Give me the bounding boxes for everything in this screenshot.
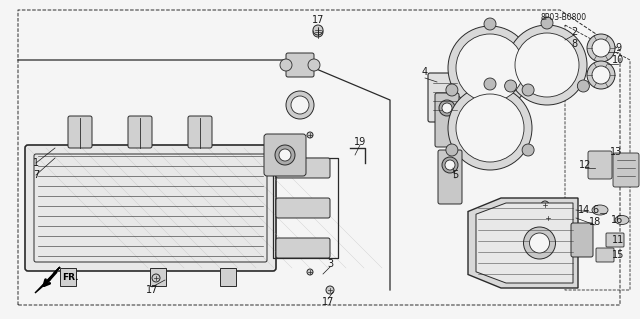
Circle shape <box>522 144 534 156</box>
FancyBboxPatch shape <box>596 248 614 262</box>
Text: 18: 18 <box>589 217 601 227</box>
Circle shape <box>504 80 516 92</box>
Text: 9: 9 <box>615 43 621 53</box>
Text: 8: 8 <box>571 39 577 49</box>
Polygon shape <box>476 203 573 283</box>
Text: 17: 17 <box>322 297 334 307</box>
Circle shape <box>551 34 559 42</box>
Circle shape <box>291 96 309 114</box>
FancyBboxPatch shape <box>438 150 462 204</box>
FancyBboxPatch shape <box>128 116 152 148</box>
Circle shape <box>587 34 615 62</box>
Bar <box>220 268 236 286</box>
Text: 8P03-B0800: 8P03-B0800 <box>541 13 587 22</box>
Text: 6: 6 <box>592 205 598 215</box>
Text: 10: 10 <box>612 55 624 65</box>
FancyBboxPatch shape <box>571 223 593 257</box>
Circle shape <box>326 286 334 294</box>
Text: 13: 13 <box>610 147 622 157</box>
Circle shape <box>275 145 295 165</box>
Ellipse shape <box>592 205 608 215</box>
Circle shape <box>313 25 323 35</box>
Circle shape <box>286 91 314 119</box>
Circle shape <box>439 100 455 116</box>
Circle shape <box>446 84 458 96</box>
Circle shape <box>541 17 553 29</box>
Circle shape <box>592 39 610 57</box>
Circle shape <box>592 66 610 84</box>
Circle shape <box>456 94 524 162</box>
Circle shape <box>442 157 458 173</box>
Polygon shape <box>35 267 60 293</box>
Circle shape <box>541 201 549 209</box>
Circle shape <box>307 269 313 275</box>
Polygon shape <box>468 198 578 288</box>
Text: 15: 15 <box>612 250 624 260</box>
Circle shape <box>448 86 532 170</box>
FancyBboxPatch shape <box>613 153 639 187</box>
FancyBboxPatch shape <box>286 53 314 77</box>
Bar <box>60 268 76 286</box>
Circle shape <box>313 27 323 37</box>
Text: 3: 3 <box>327 259 333 269</box>
FancyBboxPatch shape <box>25 145 276 271</box>
Text: 4: 4 <box>422 67 428 77</box>
Circle shape <box>515 33 579 97</box>
Circle shape <box>587 61 615 89</box>
FancyBboxPatch shape <box>188 116 212 148</box>
Text: 16: 16 <box>611 215 623 225</box>
Circle shape <box>529 233 550 253</box>
Text: 2: 2 <box>571 27 577 37</box>
Circle shape <box>442 103 452 113</box>
Circle shape <box>507 25 587 105</box>
Text: 7: 7 <box>33 170 39 180</box>
Text: 12: 12 <box>579 160 591 170</box>
Circle shape <box>545 215 551 221</box>
Bar <box>150 268 166 286</box>
FancyBboxPatch shape <box>68 116 92 148</box>
Text: 11: 11 <box>612 235 624 245</box>
Circle shape <box>280 59 292 71</box>
Circle shape <box>484 18 496 30</box>
Circle shape <box>307 132 313 138</box>
Text: 17: 17 <box>312 15 324 25</box>
Circle shape <box>308 59 320 71</box>
Circle shape <box>279 149 291 161</box>
Text: 5: 5 <box>452 170 458 180</box>
FancyBboxPatch shape <box>428 73 462 122</box>
Circle shape <box>577 80 589 92</box>
Text: 1: 1 <box>33 158 39 168</box>
FancyBboxPatch shape <box>606 233 624 247</box>
FancyBboxPatch shape <box>276 238 330 258</box>
Circle shape <box>152 274 160 282</box>
FancyBboxPatch shape <box>276 158 330 178</box>
Circle shape <box>524 227 556 259</box>
Circle shape <box>448 26 532 110</box>
Circle shape <box>522 84 534 96</box>
FancyBboxPatch shape <box>588 151 612 179</box>
Text: FR.: FR. <box>62 272 79 281</box>
Ellipse shape <box>615 216 629 225</box>
FancyBboxPatch shape <box>435 93 459 147</box>
Text: 14: 14 <box>578 205 590 215</box>
FancyArrowPatch shape <box>44 272 56 286</box>
Circle shape <box>445 160 455 170</box>
Text: 17: 17 <box>146 285 158 295</box>
FancyBboxPatch shape <box>264 134 306 176</box>
Circle shape <box>456 34 524 102</box>
Circle shape <box>551 51 559 59</box>
FancyBboxPatch shape <box>276 198 330 218</box>
Circle shape <box>484 78 496 90</box>
FancyBboxPatch shape <box>507 214 527 228</box>
Circle shape <box>446 144 458 156</box>
Text: 19: 19 <box>354 137 366 147</box>
